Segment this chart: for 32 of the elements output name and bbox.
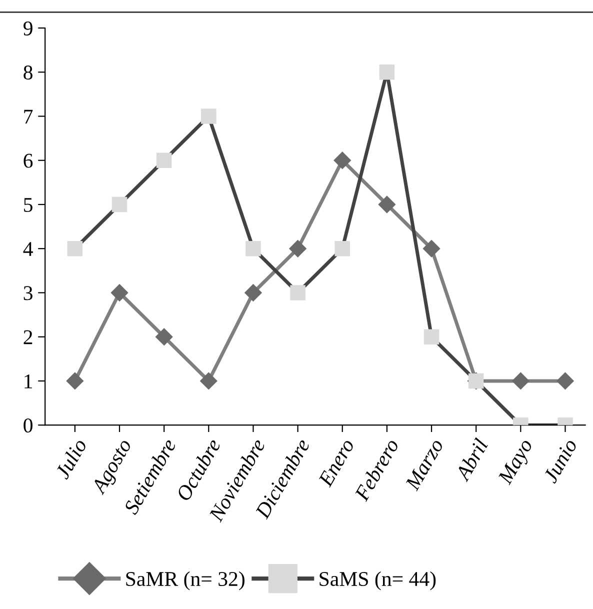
point [556,372,574,390]
point [156,328,173,346]
y-tick-label: 7 [24,110,33,124]
point [289,240,306,258]
y-tick-label: 9 [24,21,32,36]
point [67,240,83,256]
point [201,108,216,124]
y-tick-label: 0 [24,418,32,433]
point [334,152,351,169]
point [290,285,306,300]
y-tick-label: 6 [24,154,33,168]
point [424,329,440,344]
point [378,196,396,214]
point [512,372,530,390]
point [66,372,84,390]
point [379,64,395,80]
point [200,372,218,390]
point [246,240,261,256]
y-tick-label: 5 [24,198,32,212]
y-tick-label: 3 [24,286,32,300]
point [334,240,350,256]
point [156,152,172,168]
y-tick-label: 8 [24,66,32,80]
y-tick-label: 1 [24,374,32,388]
y-tick-label: 4 [23,242,33,256]
y-tick-label: 2 [24,330,32,344]
point [422,240,440,258]
point [112,196,128,212]
legend-label: SaMS (n= 44) [320,571,436,590]
point [244,284,262,302]
point [110,284,128,302]
legend-label: SaMR (n= 32) [126,571,244,590]
